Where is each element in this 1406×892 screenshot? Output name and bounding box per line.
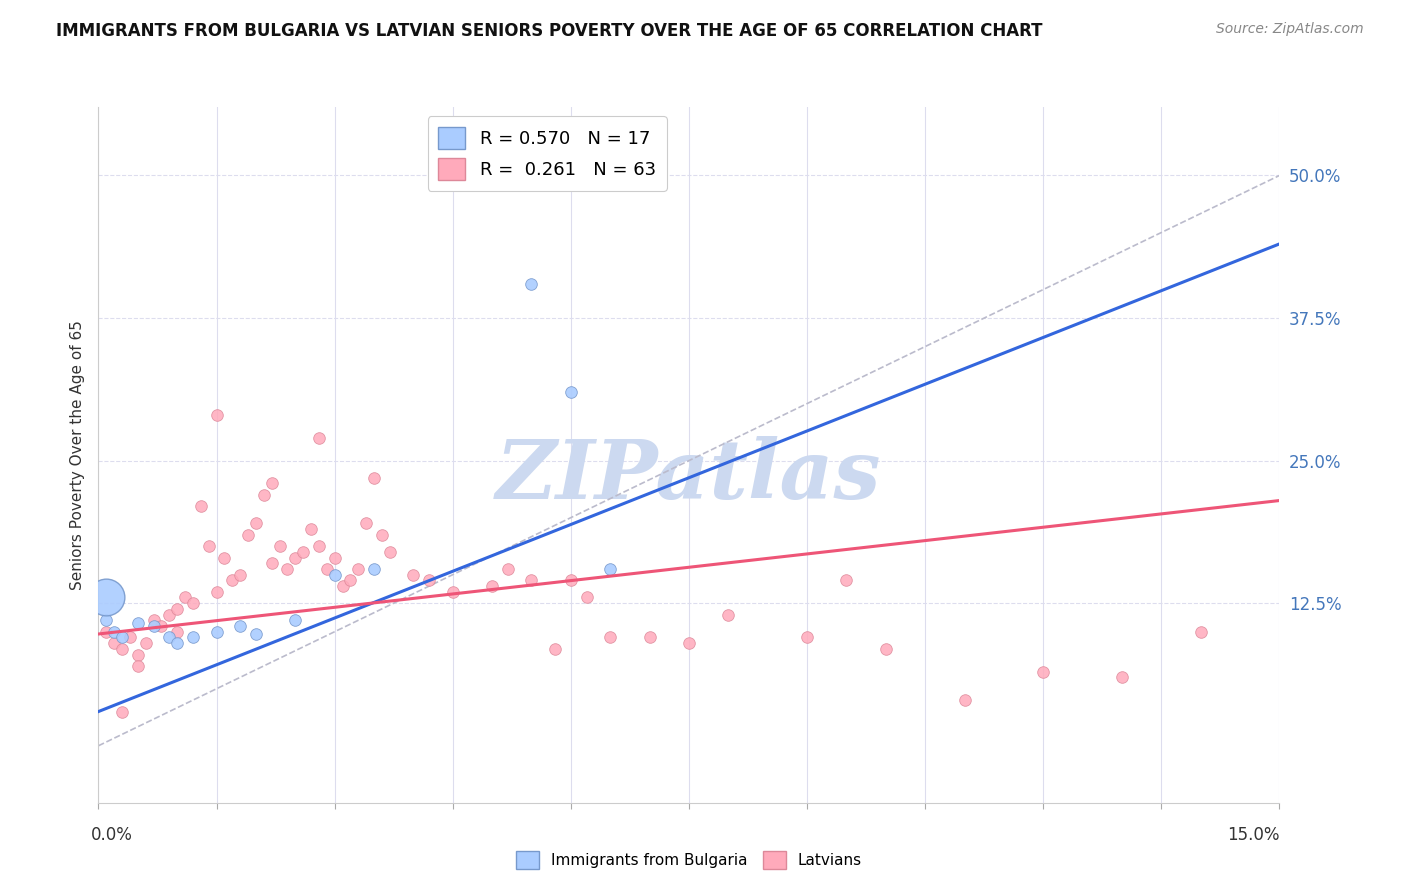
Point [127, 648, 149, 662]
Point [560, 574, 582, 588]
Point [796, 631, 818, 645]
Point [953, 693, 976, 707]
Point [378, 545, 401, 559]
Point [402, 567, 425, 582]
Point [332, 579, 354, 593]
Point [544, 641, 567, 656]
Point [315, 562, 337, 576]
Point [496, 562, 519, 576]
Point [111, 641, 134, 656]
Point [441, 584, 464, 599]
Point [599, 562, 621, 576]
Point [111, 631, 134, 645]
Point [481, 579, 503, 593]
Point [135, 636, 157, 650]
Point [229, 619, 252, 633]
Point [150, 619, 173, 633]
Point [363, 471, 385, 485]
Point [371, 528, 394, 542]
Point [245, 516, 267, 531]
Point [835, 574, 858, 588]
Point [308, 539, 330, 553]
Point [1189, 624, 1212, 639]
Point [418, 574, 440, 588]
Point [299, 522, 322, 536]
Point [575, 591, 598, 605]
Point [111, 705, 134, 719]
Point [638, 631, 661, 645]
Point [260, 476, 283, 491]
Point [347, 562, 370, 576]
Point [166, 602, 188, 616]
Point [118, 631, 141, 645]
Point [96, 591, 118, 605]
Legend: Immigrants from Bulgaria, Latvians: Immigrants from Bulgaria, Latvians [510, 845, 868, 875]
Point [205, 624, 228, 639]
Point [229, 567, 252, 582]
Point [205, 584, 228, 599]
Point [520, 277, 543, 291]
Point [599, 631, 621, 645]
Y-axis label: Seniors Poverty Over the Age of 65: Seniors Poverty Over the Age of 65 [69, 320, 84, 590]
Point [284, 550, 307, 565]
Point [127, 659, 149, 673]
Point [363, 562, 385, 576]
Point [260, 556, 283, 570]
Point [157, 607, 180, 622]
Point [157, 631, 180, 645]
Point [323, 550, 346, 565]
Point [221, 574, 243, 588]
Text: ZIPatlas: ZIPatlas [496, 436, 882, 516]
Point [181, 596, 204, 610]
Point [96, 613, 118, 627]
Point [197, 539, 219, 553]
Point [253, 488, 276, 502]
Point [339, 574, 361, 588]
Point [1032, 665, 1054, 679]
Point [520, 574, 543, 588]
Point [174, 591, 197, 605]
Point [875, 641, 897, 656]
Point [276, 562, 298, 576]
Text: IMMIGRANTS FROM BULGARIA VS LATVIAN SENIORS POVERTY OVER THE AGE OF 65 CORRELATI: IMMIGRANTS FROM BULGARIA VS LATVIAN SENI… [56, 22, 1043, 40]
Point [181, 631, 204, 645]
Point [190, 500, 212, 514]
Point [142, 613, 165, 627]
Point [142, 619, 165, 633]
Point [354, 516, 377, 531]
Text: 15.0%: 15.0% [1227, 826, 1279, 844]
Legend: R = 0.570   N = 17, R =  0.261   N = 63: R = 0.570 N = 17, R = 0.261 N = 63 [427, 116, 666, 191]
Point [236, 528, 259, 542]
Point [103, 624, 125, 639]
Text: 0.0%: 0.0% [90, 826, 132, 844]
Point [245, 627, 267, 641]
Point [103, 636, 125, 650]
Point [269, 539, 291, 553]
Point [214, 550, 236, 565]
Point [717, 607, 740, 622]
Point [96, 624, 118, 639]
Point [284, 613, 307, 627]
Point [678, 636, 700, 650]
Point [127, 615, 149, 630]
Point [166, 624, 188, 639]
Point [205, 408, 228, 422]
Point [292, 545, 315, 559]
Point [166, 636, 188, 650]
Point [308, 431, 330, 445]
Text: Source: ZipAtlas.com: Source: ZipAtlas.com [1216, 22, 1364, 37]
Point [560, 385, 582, 400]
Point [1111, 670, 1133, 684]
Point [323, 567, 346, 582]
